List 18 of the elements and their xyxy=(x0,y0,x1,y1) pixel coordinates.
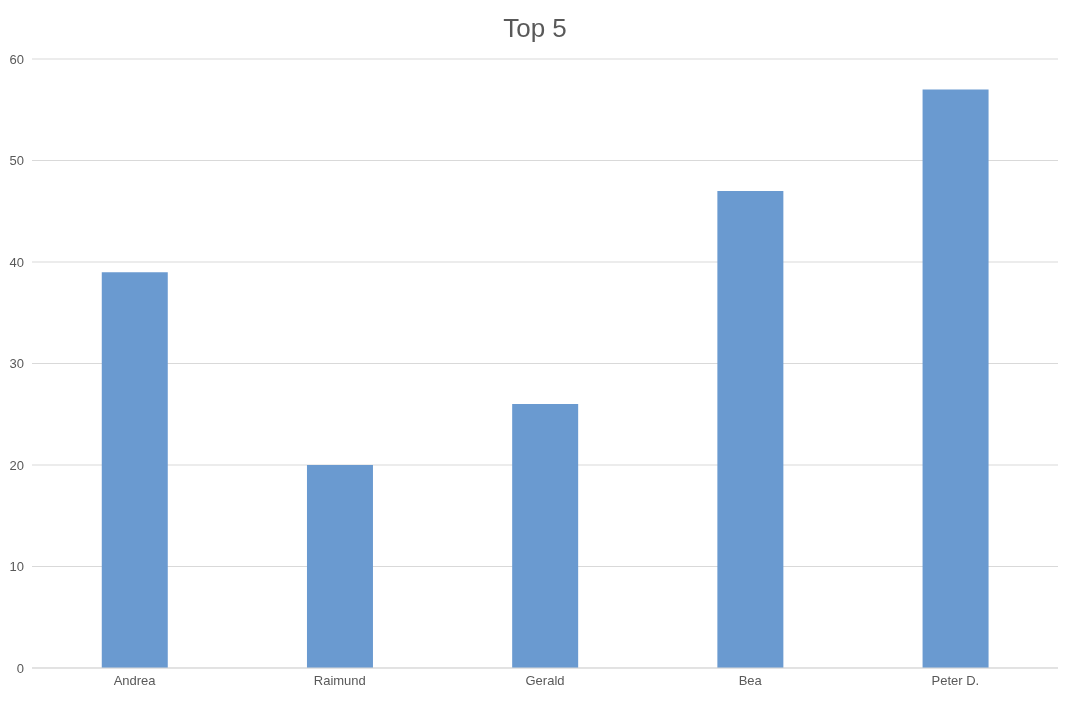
y-tick-label: 30 xyxy=(9,356,24,372)
y-tick-label: 50 xyxy=(9,153,24,169)
y-tick-label: 0 xyxy=(16,660,24,676)
bar xyxy=(512,404,579,668)
y-tick-label: 60 xyxy=(9,51,24,67)
x-tick-label: Andrea xyxy=(113,673,157,689)
bar xyxy=(922,89,989,668)
chart-title: Top 5 xyxy=(502,12,568,45)
y-tick-label: 20 xyxy=(9,457,24,473)
bar xyxy=(306,465,373,668)
x-tick-label: Peter D. xyxy=(931,673,980,689)
bar xyxy=(717,190,784,668)
bar xyxy=(101,272,168,668)
y-tick-label: 10 xyxy=(9,559,24,575)
x-tick-label: Gerald xyxy=(525,673,565,689)
y-tick-label: 40 xyxy=(9,254,24,270)
x-tick-label: Raimund xyxy=(313,673,366,689)
x-tick-label: Bea xyxy=(738,673,763,689)
